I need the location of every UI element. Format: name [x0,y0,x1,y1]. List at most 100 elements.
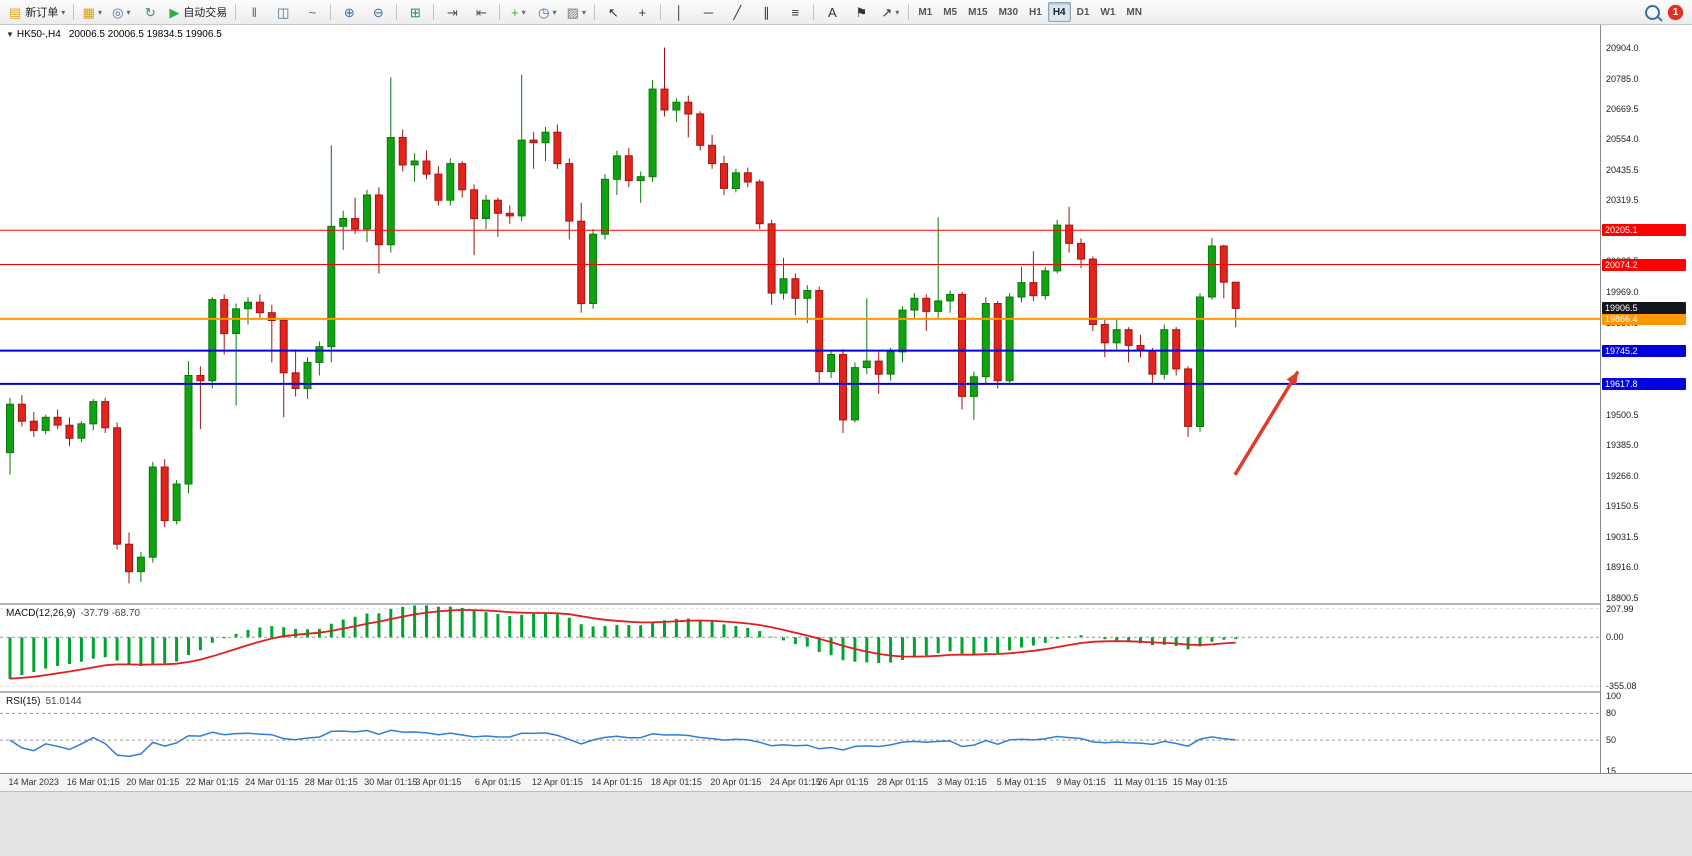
time-axis-label: 14 Apr 01:15 [591,777,643,787]
arrows-button[interactable]: ↗ ▾ [876,1,904,23]
rsi-value: 51.0144 [45,696,82,707]
indicators-button[interactable]: + ▾ [504,1,532,23]
toolbar-separator [330,4,332,20]
crosshair-button[interactable]: + [628,1,656,23]
new-chart-icon: ▦ [82,4,95,20]
vertical-line-button[interactable]: │ [665,1,693,23]
toolbar-separator [235,4,237,20]
chart-shift-icon: ⇤ [475,4,487,20]
templates-button[interactable]: ▨ ▾ [562,1,590,23]
rsi-tick-label: 100 [1606,690,1622,701]
periods-icon: ◷ [538,4,550,20]
current-price-label: 19906.5 [1602,302,1686,315]
line-chart-mode-button[interactable]: ~ [298,1,326,23]
auto-trading-button[interactable]: ▶ 自动交易 [165,1,231,23]
pane-divider[interactable] [0,691,1692,693]
toolbar-separator [73,4,75,20]
main-toolbar: ▤ 新订单 ▾ ▦ ▾ ◎ ▾ ↻ ▶ 自动交易 ‖ ◫ ~ ⊕ ⊖ ⊞ ⇥ ⇤ + ▾ ◷ ▾ ▨ ▾ ↖ + │ ─ ╱ ∥ ≡ A ⚑ ↗ ▾… [0,0,1692,25]
price-tick-label: 19500.5 [1606,409,1639,420]
timeframe-M5-button[interactable]: M5 [943,6,958,18]
toolbar-separator [433,4,435,20]
chart-window: ▼ HK50-,H4 20006.5 20006.5 19834.5 19906.5… [0,25,1692,791]
time-axis-label: 15 May 01:15 [1172,777,1228,787]
toolbar-separator [396,4,398,20]
line-chart-mode-icon: ~ [308,4,317,20]
time-axis[interactable]: 14 Mar 2023 16 Mar 01:15 20 Mar 01:15 22 Ma… [0,773,1692,791]
candlestick-mode-button[interactable]: ◫ [269,1,297,23]
timeframe-M15-button[interactable]: M15 [968,6,988,18]
chart-shift-button[interactable]: ⇤ [467,1,495,23]
macd-pane[interactable] [0,605,1600,691]
time-axis-label: 3 Apr 01:15 [415,777,462,787]
periods-button[interactable]: ◷ ▾ [533,1,561,23]
time-axis-label: 18 Apr 01:15 [650,777,702,787]
time-axis-label: 26 Apr 01:15 [817,777,869,787]
notification-badge[interactable]: 1 [1668,4,1683,20]
chart-collapse-icon[interactable]: ▼ [6,30,14,39]
search-icon[interactable] [1645,4,1660,20]
tile-windows-button[interactable]: ⊞ [401,1,429,23]
price-line-label: 20205.1 [1602,224,1686,237]
price-axis[interactable]: 20904.0 20785.0 20669.5 20554.0 20435.5 20319… [1600,25,1692,777]
price-tick-label: 19385.0 [1606,439,1639,450]
toolbar-separator [594,4,596,20]
text-icon: A [827,4,837,20]
new-chart-button[interactable]: ▦ ▾ [78,1,106,23]
price-tick-label: 20904.0 [1606,42,1639,53]
price-tick-label: 18800.5 [1606,592,1639,603]
auto-scroll-button[interactable]: ⇥ [438,1,466,23]
fibonacci-button[interactable]: ≡ [781,1,809,23]
toolbar-separator [660,4,662,20]
refresh-button[interactable]: ↻ [136,1,164,23]
timeframe-M1-button[interactable]: M1 [918,6,933,18]
dropdown-caret-icon: ▾ [521,7,526,17]
dropdown-caret-icon: ▾ [581,7,586,17]
tile-windows-icon: ⊞ [409,4,421,20]
macd-tick-label: 207.99 [1606,603,1634,614]
candlestick-pane[interactable] [0,25,1600,603]
channel-icon: ∥ [763,4,770,20]
time-axis-label: 28 Apr 01:15 [876,777,929,787]
zoom-in-button[interactable]: ⊕ [335,1,363,23]
price-line-label: 19617.8 [1602,377,1686,390]
chart-ohlc-readout: 20006.5 20006.5 19834.5 19906.5 [68,29,222,40]
time-axis-label: 28 Mar 01:15 [304,777,358,787]
bar-chart-mode-button[interactable]: ‖ [240,1,268,23]
pane-divider[interactable] [0,603,1692,605]
price-tick-label: 20435.5 [1606,165,1639,175]
trendline-button[interactable]: ╱ [723,1,751,23]
timeframe-D1-button[interactable]: D1 [1076,6,1090,18]
time-axis-label: 14 Mar 2023 [8,777,60,787]
time-axis-label: 16 Mar 01:15 [66,777,120,787]
macd-name: MACD(12,26,9) [6,608,76,619]
rsi-tick-label: 15 [1606,766,1617,777]
templates-icon: ▨ [566,4,579,20]
new-order-button[interactable]: ▤ 新订单 ▾ [5,1,69,23]
text-button[interactable]: A [818,1,846,23]
fibonacci-icon: ≡ [791,4,800,20]
zoom-in-icon: ⊕ [343,4,355,20]
profiles-button[interactable]: ◎ ▾ [107,1,135,23]
candlestick-mode-icon: ◫ [277,4,290,20]
timeframe-H4-button[interactable]: H4 [1047,2,1071,22]
timeframe-W1-button[interactable]: W1 [1100,6,1116,18]
price-tick-label: 20554.0 [1606,134,1639,144]
time-axis-label: 6 Apr 01:15 [474,777,521,787]
zoom-out-button[interactable]: ⊖ [364,1,392,23]
price-tick-label: 19969.0 [1606,287,1639,297]
cursor-button[interactable]: ↖ [599,1,627,23]
text-label-button[interactable]: ⚑ [847,1,875,23]
timeframe-M30-button[interactable]: M30 [998,6,1019,18]
zoom-out-icon: ⊖ [372,4,384,20]
timeframe-MN-button[interactable]: MN [1126,6,1142,18]
horizontal-line-button[interactable]: ─ [694,1,722,23]
macd-tick-label: 0.00 [1606,632,1624,643]
channel-button[interactable]: ∥ [752,1,780,23]
rsi-tick-label: 80 [1606,708,1617,719]
arrows-icon: ↗ [881,4,893,20]
time-axis-label: 5 May 01:15 [996,777,1047,787]
timeframe-H1-button[interactable]: H1 [1029,6,1042,18]
rsi-pane[interactable] [0,693,1600,773]
time-axis-label: 11 May 01:15 [1113,777,1168,787]
toolbar-separator [908,4,910,20]
